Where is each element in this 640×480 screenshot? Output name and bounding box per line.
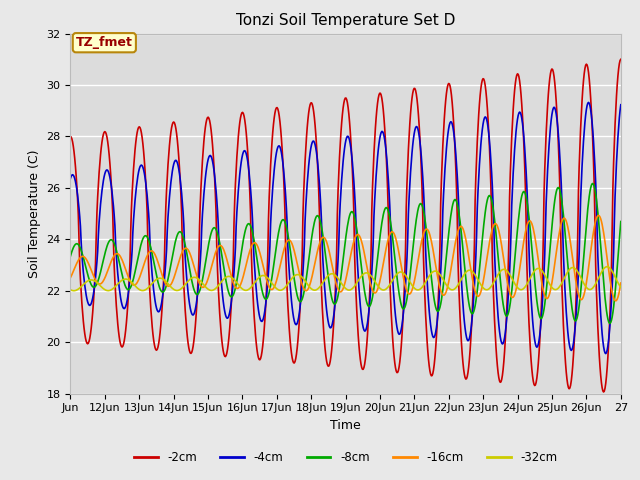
-4cm [585,99,593,105]
-8cm [131,269,139,275]
-32cm [67,287,74,293]
-4cm [280,174,288,180]
-16cm [280,246,288,252]
-4cm [403,270,410,276]
-16cm [260,264,268,270]
-16cm [612,298,620,304]
-32cm [260,273,268,278]
-8cm [280,217,288,223]
-4cm [433,319,441,325]
-32cm [604,264,611,270]
-2cm [260,336,268,342]
-32cm [281,285,289,290]
-8cm [260,293,268,299]
-2cm [617,57,625,62]
Legend: -2cm, -4cm, -8cm, -16cm, -32cm: -2cm, -4cm, -8cm, -16cm, -32cm [129,446,562,469]
-2cm [131,147,139,153]
-16cm [403,287,410,292]
-8cm [232,281,240,287]
Title: Tonzi Soil Temperature Set D: Tonzi Soil Temperature Set D [236,13,455,28]
-16cm [232,285,240,291]
-4cm [131,198,139,204]
-32cm [233,280,241,286]
-8cm [433,308,441,314]
-8cm [617,218,625,224]
-2cm [600,389,607,395]
-32cm [434,269,442,275]
-16cm [131,282,139,288]
-16cm [617,280,625,286]
-16cm [67,275,74,281]
Line: -8cm: -8cm [70,183,621,324]
-4cm [260,315,268,321]
-2cm [403,204,410,210]
Text: TZ_fmet: TZ_fmet [76,36,132,49]
-32cm [617,284,625,290]
-4cm [67,176,74,181]
-8cm [606,321,614,326]
Line: -4cm: -4cm [70,102,621,354]
Line: -32cm: -32cm [70,267,621,291]
Line: -2cm: -2cm [70,60,621,392]
-8cm [589,180,596,186]
-2cm [433,322,441,328]
-4cm [602,351,609,357]
-4cm [617,102,625,108]
-2cm [67,133,74,139]
-4cm [232,223,240,229]
-32cm [403,275,411,280]
-8cm [403,300,410,305]
X-axis label: Time: Time [330,419,361,432]
-32cm [70,288,78,294]
-2cm [232,166,240,172]
Y-axis label: Soil Temperature (C): Soil Temperature (C) [28,149,41,278]
-16cm [433,271,441,277]
-2cm [280,189,288,194]
-32cm [132,284,140,289]
Line: -16cm: -16cm [70,216,621,301]
-16cm [595,213,602,218]
-8cm [67,253,74,259]
